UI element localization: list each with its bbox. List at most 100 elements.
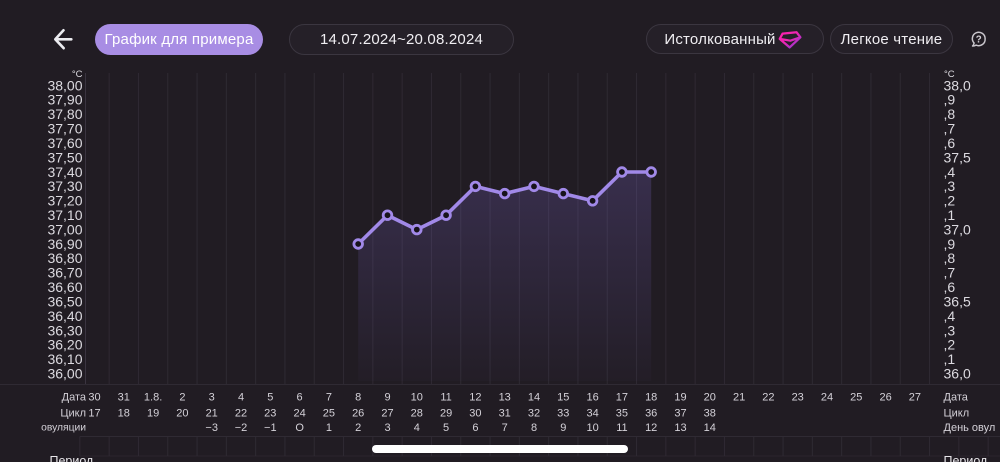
svg-text:овуляции: овуляции <box>41 423 86 434</box>
svg-text:24: 24 <box>821 392 833 404</box>
svg-text:12: 12 <box>645 422 657 434</box>
svg-text:Цикл: Цикл <box>944 408 970 420</box>
svg-text:38: 38 <box>704 408 716 420</box>
svg-text:36,30: 36,30 <box>47 322 82 338</box>
svg-text:14: 14 <box>704 422 716 434</box>
svg-text:9: 9 <box>560 422 566 434</box>
svg-text:37,70: 37,70 <box>47 121 82 137</box>
svg-text:Период: Период <box>944 454 989 462</box>
svg-text:,7: ,7 <box>944 265 956 281</box>
svg-text:37,00: 37,00 <box>47 221 82 237</box>
svg-text:37,40: 37,40 <box>47 164 82 180</box>
svg-text:19: 19 <box>674 392 686 404</box>
svg-text:37,0: 37,0 <box>944 221 971 237</box>
svg-text:22: 22 <box>235 408 247 420</box>
svg-text:,2: ,2 <box>944 193 956 209</box>
svg-text:33: 33 <box>557 408 569 420</box>
svg-text:7: 7 <box>326 392 332 404</box>
svg-text:17: 17 <box>88 408 100 420</box>
svg-text:12: 12 <box>469 392 481 404</box>
svg-text:Дата: Дата <box>944 392 969 404</box>
svg-text:−2: −2 <box>235 422 248 434</box>
svg-text:15: 15 <box>557 392 569 404</box>
svg-text:2: 2 <box>355 422 361 434</box>
svg-text:21: 21 <box>206 408 218 420</box>
svg-text:29: 29 <box>440 408 452 420</box>
svg-text:O: O <box>295 422 304 434</box>
svg-text:31: 31 <box>499 408 511 420</box>
svg-text:24: 24 <box>293 408 305 420</box>
svg-text:°C: °C <box>72 69 83 80</box>
svg-text:28: 28 <box>411 408 423 420</box>
svg-text:,8: ,8 <box>944 250 956 266</box>
svg-text:26: 26 <box>352 408 364 420</box>
svg-text:Дата: Дата <box>62 392 87 404</box>
svg-text:8: 8 <box>355 392 361 404</box>
svg-text:27: 27 <box>381 408 393 420</box>
svg-text:,2: ,2 <box>944 337 956 353</box>
svg-text:36: 36 <box>645 408 657 420</box>
svg-text:36,00: 36,00 <box>47 366 82 382</box>
svg-text:4: 4 <box>238 392 244 404</box>
svg-text:,6: ,6 <box>944 135 956 151</box>
svg-text:37,90: 37,90 <box>47 92 82 108</box>
svg-text:,8: ,8 <box>944 106 956 122</box>
svg-text:16: 16 <box>586 392 598 404</box>
svg-text:23: 23 <box>264 408 276 420</box>
svg-text:День овул: День овул <box>944 422 996 434</box>
svg-text:20: 20 <box>176 408 188 420</box>
svg-text:21: 21 <box>733 392 745 404</box>
svg-text:37: 37 <box>674 408 686 420</box>
svg-text:,6: ,6 <box>944 279 956 295</box>
svg-text:36,40: 36,40 <box>47 308 82 324</box>
svg-text:6: 6 <box>297 392 303 404</box>
svg-text:23: 23 <box>792 392 804 404</box>
svg-text:37,10: 37,10 <box>47 207 82 223</box>
svg-text:13: 13 <box>499 392 511 404</box>
svg-text:37,30: 37,30 <box>47 178 82 194</box>
svg-text:38,0: 38,0 <box>944 77 971 93</box>
svg-text:Период: Период <box>50 454 95 462</box>
svg-text:10: 10 <box>411 392 423 404</box>
svg-text:17: 17 <box>616 392 628 404</box>
svg-text:36,0: 36,0 <box>944 366 971 382</box>
svg-text:37,5: 37,5 <box>944 149 971 165</box>
svg-text:,4: ,4 <box>944 308 956 324</box>
svg-text:22: 22 <box>762 392 774 404</box>
svg-text:36,50: 36,50 <box>47 293 82 309</box>
svg-text:,9: ,9 <box>944 236 956 252</box>
svg-text:,1: ,1 <box>944 351 956 367</box>
svg-text:8: 8 <box>531 422 537 434</box>
svg-text:25: 25 <box>323 408 335 420</box>
svg-text:37,80: 37,80 <box>47 106 82 122</box>
svg-text:9: 9 <box>384 392 390 404</box>
svg-text:11: 11 <box>616 422 627 434</box>
svg-text:36,80: 36,80 <box>47 250 82 266</box>
svg-text:36,10: 36,10 <box>47 351 82 367</box>
svg-text:,3: ,3 <box>944 322 956 338</box>
svg-text:27: 27 <box>909 392 921 404</box>
svg-text:36,90: 36,90 <box>47 236 82 252</box>
svg-text:7: 7 <box>502 422 508 434</box>
svg-text:,9: ,9 <box>944 92 956 108</box>
svg-text:36,60: 36,60 <box>47 279 82 295</box>
svg-text:−3: −3 <box>205 422 218 434</box>
svg-text:18: 18 <box>645 392 657 404</box>
svg-text:38,00: 38,00 <box>47 77 82 93</box>
svg-text:36,20: 36,20 <box>47 337 82 353</box>
svg-text:Цикл: Цикл <box>60 408 86 420</box>
svg-text:20: 20 <box>704 392 716 404</box>
svg-text:30: 30 <box>469 408 481 420</box>
svg-text:37,20: 37,20 <box>47 193 82 209</box>
svg-text:3: 3 <box>209 392 215 404</box>
svg-text:,1: ,1 <box>944 207 956 223</box>
svg-text:34: 34 <box>586 408 598 420</box>
svg-text:36,5: 36,5 <box>944 293 971 309</box>
svg-text:30: 30 <box>88 392 100 404</box>
svg-text:,3: ,3 <box>944 178 956 194</box>
svg-text:5: 5 <box>443 422 449 434</box>
svg-text:°C: °C <box>944 69 955 80</box>
svg-text:36,70: 36,70 <box>47 265 82 281</box>
svg-text:?: ? <box>976 35 982 46</box>
svg-text:31: 31 <box>118 392 130 404</box>
